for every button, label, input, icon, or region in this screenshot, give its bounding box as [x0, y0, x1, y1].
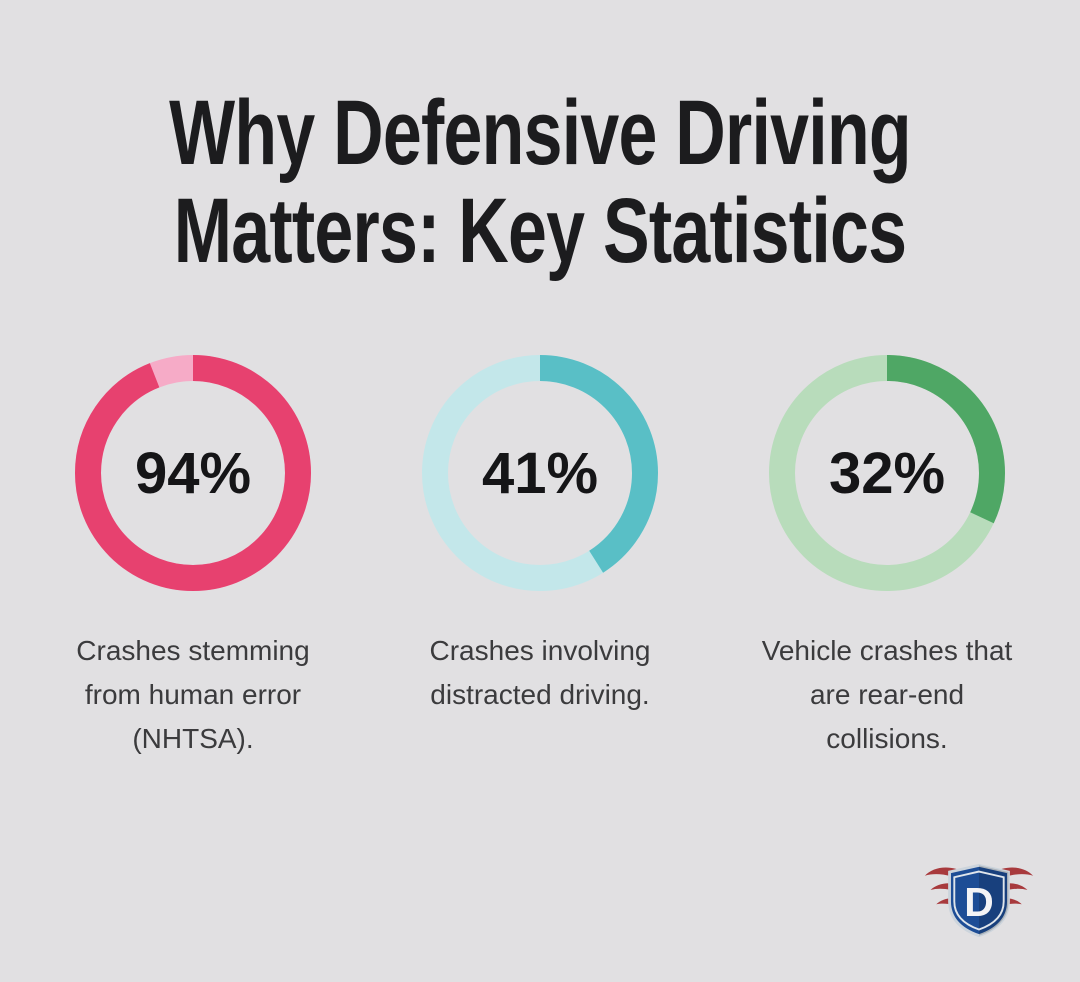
- shield-icon: [948, 863, 1010, 938]
- stat-card-human-error: 94% Crashes stemming from human error (N…: [28, 353, 358, 761]
- stat-card-distracted-driving: 41% Crashes involving distracted driving…: [375, 353, 705, 761]
- donut-rear-end: 32%: [767, 353, 1007, 593]
- donut-value-label: 94%: [134, 440, 252, 506]
- infographic: Why Defensive Driving Matters: Key Stati…: [0, 0, 1080, 938]
- page-title: Why Defensive Driving Matters: Key Stati…: [169, 82, 911, 282]
- donut-arc: [75, 355, 311, 591]
- donut-value-label: 41%: [481, 440, 599, 506]
- brand-logo: D: [922, 863, 1036, 938]
- stat-caption-rear-end: Vehicle crashes that are rear-end collis…: [761, 635, 1013, 754]
- donut-chart-rear-end: [769, 355, 1005, 591]
- donut-value-label: 32%: [828, 440, 946, 506]
- logo-letter: D: [964, 879, 994, 925]
- shield-pinstripe: [953, 870, 1005, 931]
- stat-caption-distracted-driving: Crashes involving distracted driving.: [429, 635, 651, 710]
- stat-card-rear-end: 32% Vehicle crashes that are rear-end co…: [722, 353, 1052, 761]
- shield-wings-logo-icon: D: [924, 863, 1034, 938]
- donut-arc: [422, 355, 658, 591]
- stats-row: 94% Crashes stemming from human error (N…: [0, 353, 1080, 761]
- donut-arc: [769, 355, 1005, 591]
- donut-human-error: 94%: [73, 353, 313, 593]
- donut-chart-distracted-driving: [422, 355, 658, 591]
- stat-caption-human-error: Crashes stemming from human error (NHTSA…: [76, 635, 310, 754]
- donut-chart-human-error: [75, 355, 311, 591]
- donut-distracted-driving: 41%: [420, 353, 660, 593]
